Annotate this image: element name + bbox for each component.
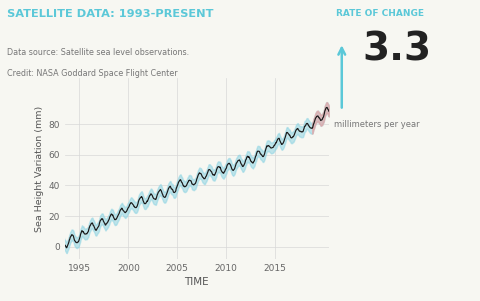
Text: Data source: Satellite sea level observations.: Data source: Satellite sea level observa…	[7, 48, 189, 57]
Text: RATE OF CHANGE: RATE OF CHANGE	[336, 9, 424, 18]
Text: 3.3: 3.3	[362, 30, 432, 68]
Text: millimeters per year: millimeters per year	[334, 120, 419, 129]
X-axis label: TIME: TIME	[184, 277, 209, 287]
Text: Credit: NASA Goddard Space Flight Center: Credit: NASA Goddard Space Flight Center	[7, 69, 178, 78]
FancyArrowPatch shape	[338, 48, 345, 108]
Y-axis label: Sea Height Variation (mm): Sea Height Variation (mm)	[35, 105, 44, 232]
Text: SATELLITE DATA: 1993-PRESENT: SATELLITE DATA: 1993-PRESENT	[7, 9, 214, 19]
